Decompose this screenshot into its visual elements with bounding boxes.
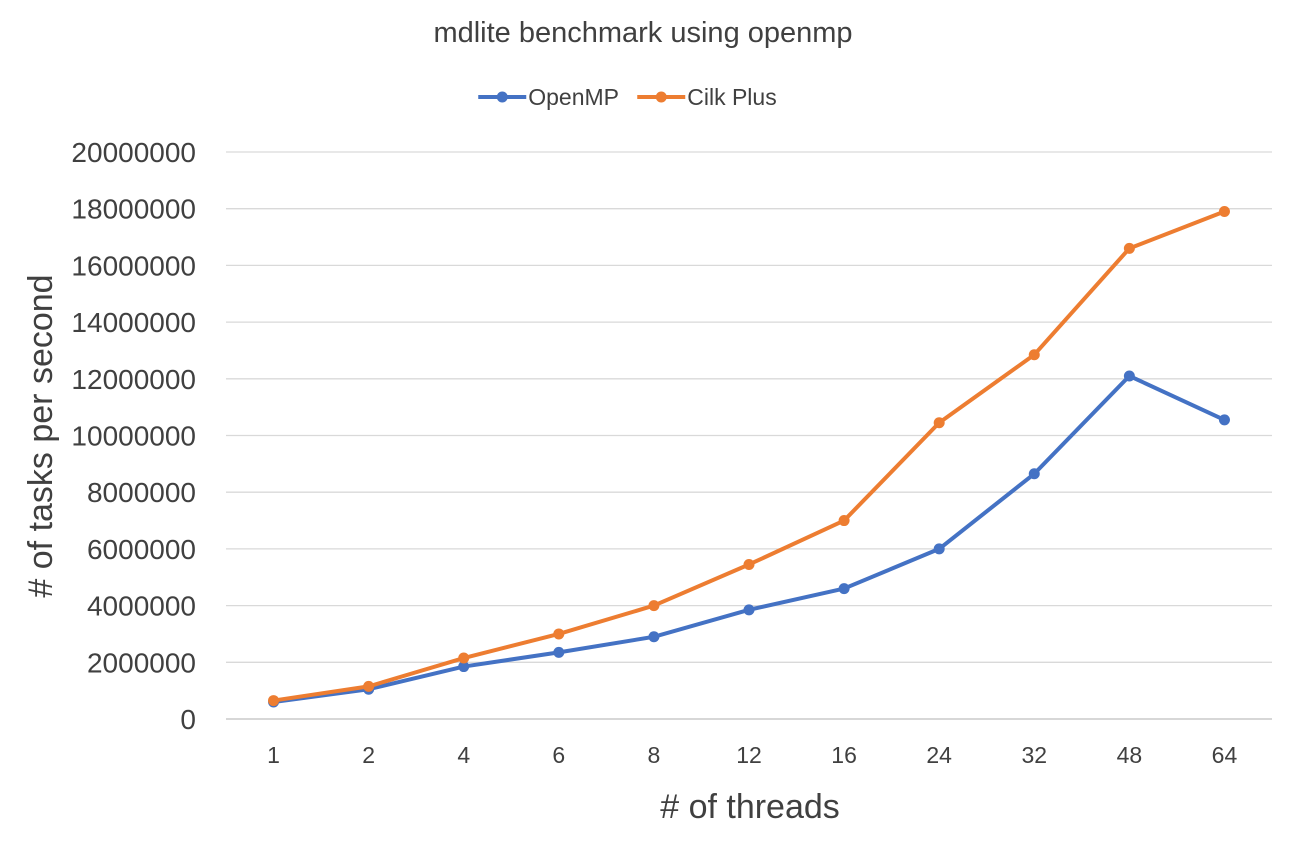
x-tick-label-1: 2	[362, 742, 375, 768]
x-tick-label-7: 24	[926, 742, 952, 768]
y-tick-label-10: 20000000	[71, 137, 196, 168]
y-tick-label-6: 12000000	[71, 364, 196, 395]
y-axis-tick-labels: 0 2000000 4000000 6000000 8000000 10000000 120…	[71, 137, 196, 735]
legend-label-cilk-plus: Cilk Plus	[687, 84, 776, 110]
y-tick-label-8: 16000000	[71, 250, 196, 281]
series-openmp	[268, 370, 1230, 708]
data-point-openmp-4	[458, 661, 470, 673]
x-tick-label-2: 4	[457, 742, 470, 768]
data-point-cilk-plus-8	[648, 600, 660, 612]
data-point-cilk-plus-64	[1218, 206, 1230, 218]
series-cilk-plus	[268, 206, 1230, 707]
data-point-openmp-64	[1218, 414, 1230, 426]
legend-swatch-marker-cilk-plus	[655, 91, 667, 103]
x-tick-label-10: 64	[1212, 742, 1238, 768]
y-tick-label-3: 6000000	[87, 534, 196, 565]
data-point-openmp-8	[648, 631, 660, 643]
series-layer	[268, 206, 1230, 708]
data-point-cilk-plus-32	[1028, 349, 1040, 361]
legend-entry-cilk-plus: Cilk Plus	[637, 84, 777, 110]
chart-title: mdlite benchmark using openmp	[433, 17, 852, 49]
x-axis-label: # of threads	[660, 788, 840, 826]
series-line-openmp	[271, 373, 1227, 704]
y-tick-label-9: 18000000	[71, 194, 196, 225]
data-point-openmp-48	[1123, 370, 1135, 382]
data-point-cilk-plus-16	[838, 515, 850, 527]
data-point-cilk-plus-6	[553, 628, 565, 640]
data-point-openmp-16	[838, 583, 850, 595]
data-point-openmp-24	[933, 543, 945, 555]
gridlines	[226, 151, 1272, 720]
x-tick-label-4: 8	[648, 742, 661, 768]
data-point-cilk-plus-4	[458, 652, 470, 664]
x-tick-label-3: 6	[552, 742, 565, 768]
y-axis-label: # of tasks per second	[22, 274, 60, 597]
x-tick-label-8: 32	[1021, 742, 1047, 768]
y-tick-label-1: 2000000	[87, 647, 196, 678]
y-tick-label-5: 10000000	[71, 421, 196, 452]
x-axis-tick-labels: 1 2 4 6 8 12 16 24 32 48 64	[267, 742, 1237, 768]
y-tick-label-7: 14000000	[71, 307, 196, 338]
data-point-cilk-plus-1	[268, 695, 280, 707]
data-point-openmp-12	[743, 604, 755, 616]
data-point-cilk-plus-12	[743, 558, 755, 570]
data-point-cilk-plus-2	[363, 680, 375, 692]
data-point-openmp-32	[1028, 468, 1040, 480]
legend-label-openmp: OpenMP	[528, 84, 619, 110]
legend-entry-openmp: OpenMP	[478, 84, 619, 110]
legend: OpenMP Cilk Plus	[478, 84, 777, 110]
data-point-openmp-6	[553, 646, 565, 658]
data-point-cilk-plus-24	[933, 417, 945, 429]
y-tick-label-0: 0	[180, 704, 196, 735]
x-tick-label-6: 16	[831, 742, 857, 768]
legend-swatch-marker-openmp	[496, 91, 508, 103]
x-tick-label-9: 48	[1117, 742, 1143, 768]
y-tick-label-4: 8000000	[87, 477, 196, 508]
series-line-cilk-plus	[271, 209, 1227, 703]
y-tick-label-2: 4000000	[87, 591, 196, 622]
x-tick-label-0: 1	[267, 742, 280, 768]
x-tick-label-5: 12	[736, 742, 762, 768]
data-point-cilk-plus-48	[1123, 242, 1135, 254]
